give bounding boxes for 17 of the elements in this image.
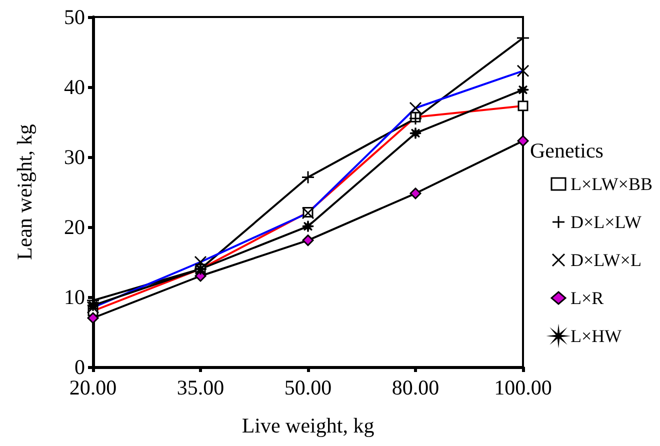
x-tick-label: 35.00 xyxy=(176,376,224,400)
y-tick-label: 40 xyxy=(64,75,85,99)
x-tick-label: 50.00 xyxy=(284,376,332,400)
y-axis-title: Lean weight, kg xyxy=(12,124,36,260)
legend-label: L×LW×BB xyxy=(570,174,652,194)
legend-label: L×R xyxy=(570,288,604,308)
y-tick-label: 10 xyxy=(64,285,85,309)
legend-label: L×HW xyxy=(570,326,622,346)
y-tick-label: 30 xyxy=(64,145,85,169)
y-tick-label: 20 xyxy=(64,215,85,239)
legend-label: D×LW×L xyxy=(570,250,642,270)
x-tick-label: 80.00 xyxy=(392,376,440,400)
x-axis-title: Live weight, kg xyxy=(242,414,375,438)
x-tick-label: 100.00 xyxy=(494,376,552,400)
y-tick-label: 50 xyxy=(64,5,85,29)
legend-label: D×L×LW xyxy=(570,212,642,232)
legend-title: Genetics xyxy=(530,138,604,162)
